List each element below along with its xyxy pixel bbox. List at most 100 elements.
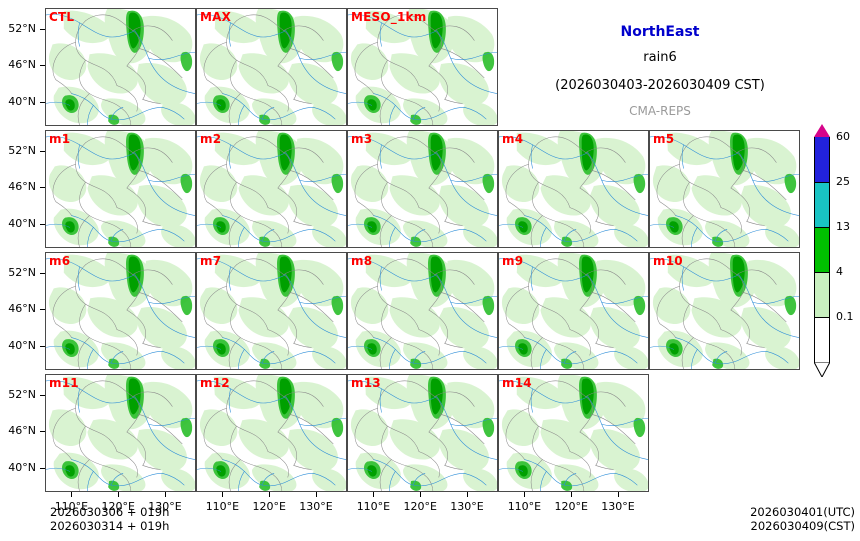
lat-tick-mark	[40, 150, 45, 152]
panel-label: m11	[49, 376, 79, 390]
precip-map	[197, 9, 346, 125]
map-panel-m6[interactable]: m6	[45, 252, 196, 370]
panel-label: MESO_1km	[351, 10, 427, 24]
panel-label: m8	[351, 254, 373, 268]
lon-tick-label: 110°E	[54, 500, 89, 513]
precip-map	[348, 131, 497, 247]
lon-tick-mark	[618, 492, 620, 497]
lat-tick-mark	[40, 272, 45, 274]
lon-tick-mark	[316, 492, 318, 497]
lon-tick-mark	[373, 492, 375, 497]
lat-tick-label: 40°N	[8, 216, 36, 230]
title-variable: rain6	[643, 50, 677, 65]
precip-map	[499, 253, 648, 369]
lat-tick-mark	[40, 187, 45, 189]
precip-map	[348, 253, 497, 369]
colorbar-band	[814, 182, 830, 227]
lon-tick-label: 120°E	[403, 500, 437, 513]
panel-label: m5	[653, 132, 675, 146]
lon-tick-mark	[71, 492, 73, 497]
precip-map	[197, 375, 346, 491]
lon-tick-mark	[269, 492, 271, 497]
panel-label: MAX	[200, 10, 232, 24]
precip-map	[197, 253, 346, 369]
colorbar-label: 4	[836, 265, 843, 278]
lon-tick-mark	[222, 492, 224, 497]
panel-label: m7	[200, 254, 222, 268]
footer-left-line2: 2026030314 + 019h	[50, 519, 170, 533]
lon-tick-label: 120°E	[554, 500, 588, 513]
map-panel-m14[interactable]: m14	[498, 374, 649, 492]
map-panel-m2[interactable]: m2	[196, 130, 347, 248]
lat-tick-mark	[40, 223, 45, 225]
lon-tick-label: 120°E	[252, 500, 286, 513]
map-panel-m9[interactable]: m9	[498, 252, 649, 370]
lon-tick-label: 130°E	[450, 500, 484, 513]
precip-map	[197, 131, 346, 247]
panel-label: m9	[502, 254, 524, 268]
colorbar-band	[814, 317, 830, 362]
colorbar-band	[814, 227, 830, 272]
panel-label: m4	[502, 132, 524, 146]
panel-label: CTL	[49, 10, 75, 24]
lat-tick-mark	[40, 394, 45, 396]
lon-tick-mark	[571, 492, 573, 497]
lat-tick-label: 40°N	[8, 338, 36, 352]
lon-tick-mark	[524, 492, 526, 497]
map-panel-m8[interactable]: m8	[347, 252, 498, 370]
map-panel-m11[interactable]: m11	[45, 374, 196, 492]
map-panel-m13[interactable]: m13	[347, 374, 498, 492]
precip-map	[650, 253, 799, 369]
lat-tick-label: 52°N	[8, 21, 36, 35]
precip-map	[348, 375, 497, 491]
panel-label: m12	[200, 376, 230, 390]
colorbar-band	[814, 272, 830, 317]
lon-tick-mark	[165, 492, 167, 497]
map-panel-m4[interactable]: m4	[498, 130, 649, 248]
lat-tick-mark	[40, 101, 45, 103]
lon-tick-label: 130°E	[299, 500, 333, 513]
lat-tick-label: 52°N	[8, 143, 36, 157]
panel-label: m13	[351, 376, 381, 390]
title-model: CMA-REPS	[629, 104, 691, 118]
lon-tick-label: 110°E	[205, 500, 240, 513]
colorbar-separator	[814, 182, 830, 183]
title-period: (2026030403-2026030409 CST)	[555, 78, 765, 93]
precip-map	[46, 375, 195, 491]
lat-tick-label: 46°N	[8, 180, 36, 194]
footer-right-line1: 2026030401(UTC)	[750, 505, 855, 519]
colorbar-separator	[814, 227, 830, 228]
precip-map	[46, 253, 195, 369]
lat-tick-mark	[40, 431, 45, 433]
lon-tick-label: 110°E	[356, 500, 391, 513]
title-region: NorthEast	[620, 24, 700, 40]
panel-label: m14	[502, 376, 532, 390]
panel-label: m2	[200, 132, 222, 146]
lat-tick-label: 46°N	[8, 302, 36, 316]
map-panel-ctl[interactable]: CTL	[45, 8, 196, 126]
precip-map	[46, 9, 195, 125]
lon-tick-label: 120°E	[101, 500, 135, 513]
lat-tick-mark	[40, 345, 45, 347]
colorbar-label: 60	[836, 130, 850, 143]
lat-tick-mark	[40, 467, 45, 469]
map-panel-m12[interactable]: m12	[196, 374, 347, 492]
map-panel-m7[interactable]: m7	[196, 252, 347, 370]
panel-label: m3	[351, 132, 373, 146]
precip-map	[348, 9, 497, 125]
map-panel-meso_1km[interactable]: MESO_1km	[347, 8, 498, 126]
lon-tick-label: 130°E	[601, 500, 635, 513]
lon-tick-label: 110°E	[507, 500, 542, 513]
lat-tick-label: 40°N	[8, 460, 36, 474]
colorbar-separator	[814, 272, 830, 273]
map-panel-m1[interactable]: m1	[45, 130, 196, 248]
map-panel-max[interactable]: MAX	[196, 8, 347, 126]
colorbar-separator	[814, 317, 830, 318]
map-panel-m3[interactable]: m3	[347, 130, 498, 248]
map-panel-m5[interactable]: m5	[649, 130, 800, 248]
colorbar-label: 25	[836, 175, 850, 188]
map-panel-m10[interactable]: m10	[649, 252, 800, 370]
lat-tick-label: 40°N	[8, 94, 36, 108]
lat-tick-label: 46°N	[8, 424, 36, 438]
colorbar-label: 13	[836, 220, 850, 233]
